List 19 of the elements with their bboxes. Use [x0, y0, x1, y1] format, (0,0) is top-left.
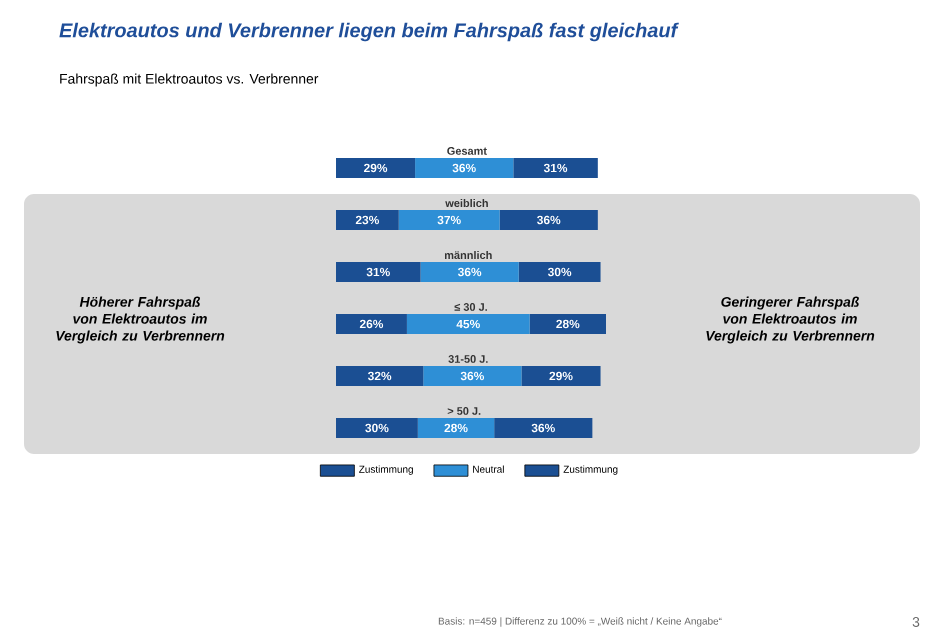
chart-title: Elektroautos und Verbrenner liegen beim Fahrspaß fast gleichauf	[59, 22, 679, 42]
bar	[406, 314, 530, 334]
bar	[420, 262, 519, 282]
bar	[529, 314, 606, 334]
bar	[336, 366, 424, 386]
bar	[518, 262, 601, 282]
bar	[423, 366, 522, 386]
bar	[415, 158, 514, 178]
bar	[336, 418, 418, 438]
bar	[336, 158, 416, 178]
bar	[398, 210, 500, 230]
bar	[336, 262, 421, 282]
bar	[417, 418, 495, 438]
bar	[499, 210, 598, 230]
bar	[513, 158, 598, 178]
bar	[336, 314, 407, 334]
bar	[521, 366, 601, 386]
bar	[336, 210, 399, 230]
bar	[494, 418, 593, 438]
